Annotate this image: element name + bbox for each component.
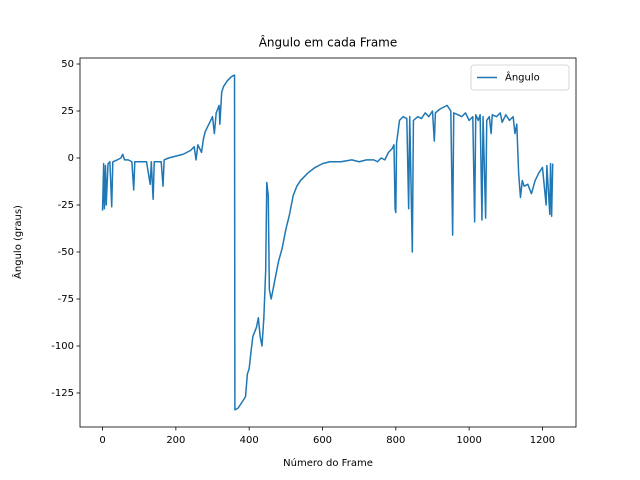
x-tick-label: 1200 — [530, 435, 555, 446]
x-tick-label: 0 — [99, 435, 105, 446]
y-tick-label: 25 — [61, 106, 74, 117]
y-tick-label: 0 — [68, 153, 74, 164]
y-tick-label: -25 — [58, 200, 74, 211]
y-tick-label: -50 — [58, 247, 74, 258]
y-tick-label: -75 — [58, 294, 74, 305]
plot-frame — [79, 57, 577, 428]
y-tick-label: 50 — [61, 59, 74, 70]
x-tick-label: 600 — [313, 435, 332, 446]
data-line — [101, 74, 554, 411]
y-axis-label: Ângulo (graus) — [11, 205, 24, 279]
legend-box — [470, 64, 570, 91]
legend-label: Ângulo — [505, 71, 540, 84]
x-tick-label: 400 — [240, 435, 259, 446]
x-axis-label: Número do Frame — [283, 457, 373, 469]
chart-title: Ângulo em cada Frame — [259, 35, 398, 50]
y-tick-label: -125 — [51, 388, 74, 399]
x-tick-label: 200 — [166, 435, 185, 446]
y-tick-label: -100 — [51, 341, 74, 352]
x-tick-label: 800 — [386, 435, 405, 446]
x-tick-label: 1000 — [456, 435, 481, 446]
